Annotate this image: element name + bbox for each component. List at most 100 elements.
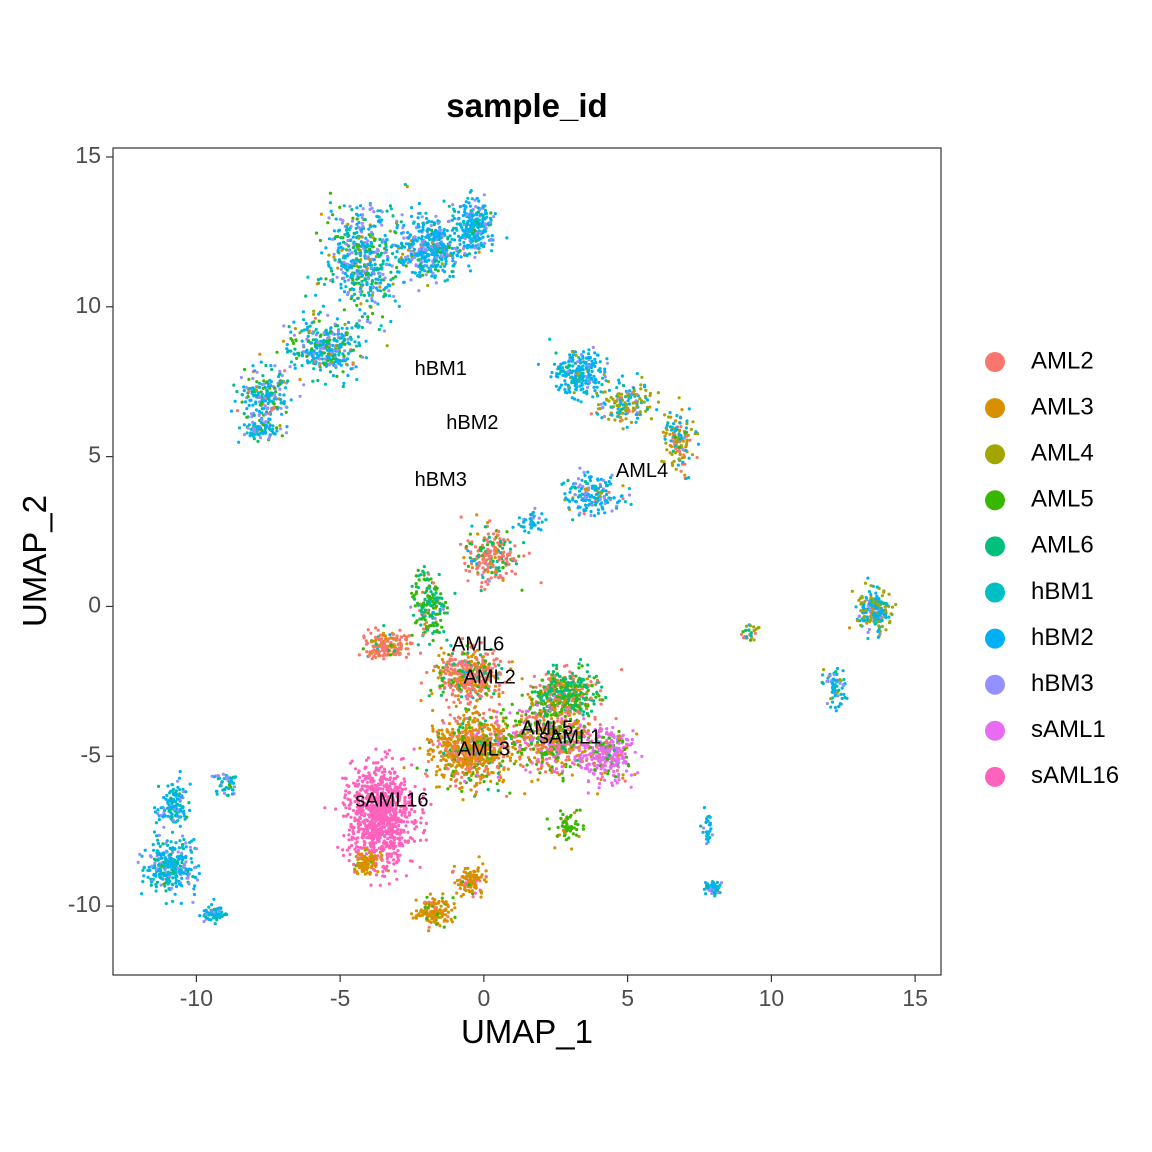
data-point: [456, 683, 461, 687]
data-point: [289, 330, 293, 334]
data-point: [446, 741, 450, 746]
data-point: [385, 258, 390, 262]
data-point: [444, 672, 448, 676]
data-point: [431, 271, 435, 275]
data-point: [579, 353, 584, 357]
data-point: [462, 652, 466, 656]
data-point: [471, 675, 475, 679]
data-point: [476, 572, 480, 576]
data-point: [328, 201, 332, 205]
data-point: [423, 630, 427, 634]
data-point: [310, 347, 314, 351]
data-point: [469, 671, 473, 675]
data-point: [462, 713, 466, 717]
data-point: [587, 722, 591, 726]
data-point: [365, 282, 369, 286]
data-point: [378, 281, 383, 285]
data-point: [254, 408, 259, 412]
data-point: [345, 326, 349, 330]
data-point: [635, 372, 639, 376]
data-point: [445, 248, 449, 252]
data-point: [343, 322, 347, 326]
data-point: [247, 389, 251, 393]
data-point: [490, 571, 494, 575]
data-point: [282, 400, 286, 404]
data-point: [555, 663, 559, 668]
data-point: [689, 427, 694, 431]
data-point: [493, 688, 497, 692]
data-point: [252, 437, 256, 441]
data-point: [496, 789, 500, 793]
data-point: [607, 490, 611, 494]
data-point: [603, 370, 607, 374]
data-point: [252, 423, 256, 427]
data-point: [483, 525, 487, 529]
data-point: [305, 354, 309, 358]
data-point: [455, 764, 459, 768]
data-point: [345, 274, 349, 278]
data-point: [604, 489, 608, 493]
data-point: [591, 345, 595, 350]
data-point: [330, 360, 334, 364]
data-point: [590, 683, 594, 688]
data-point: [587, 364, 591, 368]
data-point: [672, 459, 676, 463]
data-point: [345, 333, 349, 337]
data-point: [358, 343, 362, 348]
data-point: [433, 616, 437, 621]
data-point: [570, 359, 575, 363]
data-point: [453, 657, 457, 662]
data-point: [631, 401, 635, 405]
data-point: [477, 560, 481, 565]
data-point: [471, 243, 475, 248]
data-point: [295, 356, 299, 360]
data-point: [258, 436, 263, 440]
data-point: [626, 406, 630, 410]
data-point: [473, 236, 477, 240]
data-point: [621, 427, 625, 431]
data-point: [626, 394, 630, 398]
data-point: [487, 684, 491, 689]
data-point: [437, 653, 441, 658]
data-point: [371, 245, 375, 249]
data-point: [432, 624, 436, 628]
data-point: [440, 728, 444, 732]
data-point: [481, 205, 485, 209]
data-point: [568, 693, 572, 697]
data-point: [469, 679, 473, 683]
data-point: [442, 251, 446, 255]
data-point: [497, 692, 501, 696]
data-point: [539, 702, 543, 706]
data-point: [327, 341, 331, 345]
data-point: [470, 726, 474, 730]
data-point: [509, 667, 513, 671]
data-point: [251, 403, 255, 407]
data-point: [331, 343, 335, 347]
data-point: [566, 383, 570, 387]
data-point: [638, 410, 642, 414]
data-point: [450, 218, 454, 222]
data-point: [322, 338, 326, 342]
data-point: [585, 389, 589, 393]
data-point: [458, 238, 462, 242]
data-point: [337, 228, 342, 232]
data-point: [278, 424, 282, 428]
data-point: [557, 674, 562, 678]
data-point: [347, 278, 351, 282]
data-point: [417, 225, 421, 229]
data-point: [408, 260, 412, 264]
data-point: [416, 643, 420, 647]
data-point: [487, 662, 492, 666]
data-point: [448, 733, 452, 737]
data-point: [336, 332, 341, 336]
data-point: [250, 415, 254, 419]
data-point: [263, 412, 267, 416]
data-point: [261, 423, 265, 427]
data-point: [343, 256, 347, 260]
data-point: [371, 311, 375, 316]
data-point: [470, 559, 474, 564]
data-point: [293, 327, 297, 331]
data-point: [450, 678, 454, 682]
data-point: [576, 477, 581, 481]
data-point: [456, 694, 460, 698]
